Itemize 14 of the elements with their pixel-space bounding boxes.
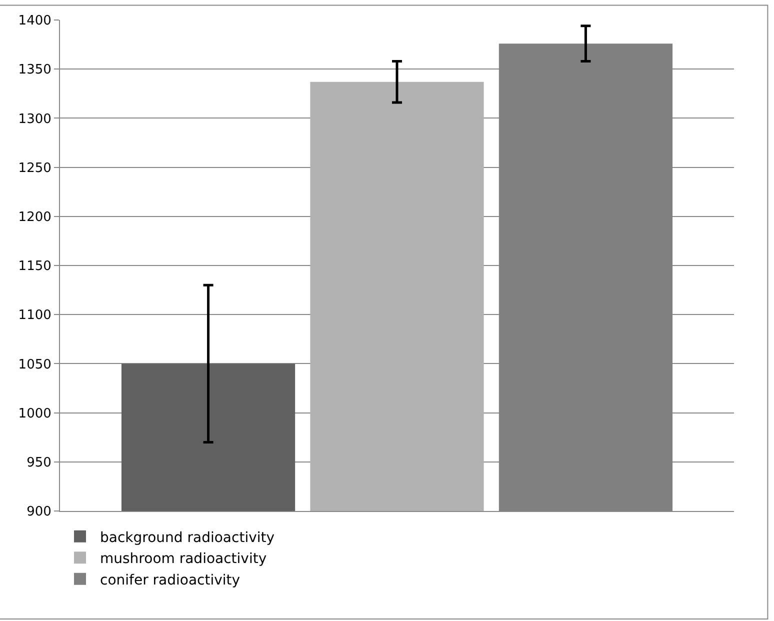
legend-label: background radioactivity [100, 530, 275, 546]
y-tick-label: 1400 [18, 14, 52, 29]
legend-label: mushroom radioactivity [100, 551, 267, 568]
y-tick-label: 1350 [18, 62, 52, 78]
y-tick-label: 900 [26, 504, 52, 520]
y-tick-label: 1100 [18, 308, 52, 324]
y-tick-label: 1200 [18, 210, 52, 225]
y-tick-label: 1050 [18, 357, 52, 372]
y-tick-label: 1000 [18, 406, 52, 422]
y-tick-label: 1250 [18, 160, 52, 176]
legend-label: conifer radioactivity [100, 572, 240, 588]
y-tick-label: 950 [26, 455, 52, 470]
y-tick-label: 1300 [18, 112, 52, 127]
y-tick-label: 1150 [18, 259, 52, 274]
